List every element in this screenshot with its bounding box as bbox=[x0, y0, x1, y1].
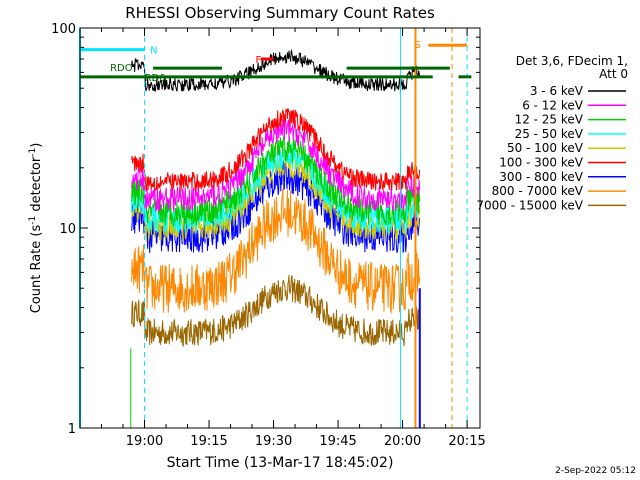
series-line bbox=[131, 188, 421, 314]
x-tick-label: 19:15 bbox=[190, 434, 227, 449]
x-tick-label: 19:30 bbox=[255, 434, 292, 449]
x-axis-label: Start Time (13-Mar-17 18:45:02) bbox=[167, 455, 394, 471]
legend-label: 7000 - 15000 keV bbox=[476, 198, 583, 212]
y-tick-label: 100 bbox=[51, 22, 76, 37]
series-line bbox=[131, 117, 421, 213]
series-line bbox=[131, 135, 421, 227]
series-line bbox=[131, 274, 420, 348]
x-tick-label: 19:00 bbox=[126, 434, 163, 449]
legend-label: 300 - 800 keV bbox=[499, 170, 583, 184]
legend-label: 6 - 12 keV bbox=[522, 98, 584, 112]
series-line bbox=[131, 108, 421, 193]
flag-label: RDO bbox=[110, 63, 133, 74]
flag-label: N bbox=[150, 46, 157, 57]
flag-label: S bbox=[415, 40, 421, 51]
y-tick-label: 1 bbox=[68, 422, 76, 437]
y-axis-label: Count Rate (s-1 detector-1) bbox=[28, 143, 44, 314]
footer-timestamp: 2-Sep-2022 05:12 bbox=[555, 466, 636, 476]
x-tick-label: 19:45 bbox=[319, 434, 356, 449]
legend-header-1: Det 3,6, FDecim 1, bbox=[516, 54, 628, 68]
x-tick-label: 20:15 bbox=[448, 434, 485, 449]
y-axis: 1 10 100 bbox=[51, 22, 480, 437]
legend-label: 100 - 300 keV bbox=[499, 156, 583, 170]
legend-header-2: Att 0 bbox=[599, 67, 628, 81]
legend-label: 12 - 25 keV bbox=[515, 113, 584, 127]
legend-label: 800 - 7000 keV bbox=[492, 184, 584, 198]
legend-label: 50 - 100 keV bbox=[507, 141, 584, 155]
overlay-markers: N S F RDO RD6 bbox=[79, 28, 472, 428]
x-axis: 19:00 19:15 19:30 19:45 20:00 20:15 bbox=[79, 28, 486, 449]
x-tick-label: 20:00 bbox=[384, 434, 421, 449]
y-tick-label: 10 bbox=[59, 222, 76, 237]
flag-label: RD6 bbox=[145, 73, 166, 84]
legend-label: 25 - 50 keV bbox=[515, 127, 584, 141]
flag-label: F bbox=[255, 55, 261, 66]
chart-title: RHESSI Observing Summary Count Rates bbox=[125, 4, 435, 22]
series-line bbox=[131, 48, 421, 92]
legend-label: 3 - 6 keV bbox=[530, 84, 584, 98]
series-traces bbox=[131, 48, 421, 348]
